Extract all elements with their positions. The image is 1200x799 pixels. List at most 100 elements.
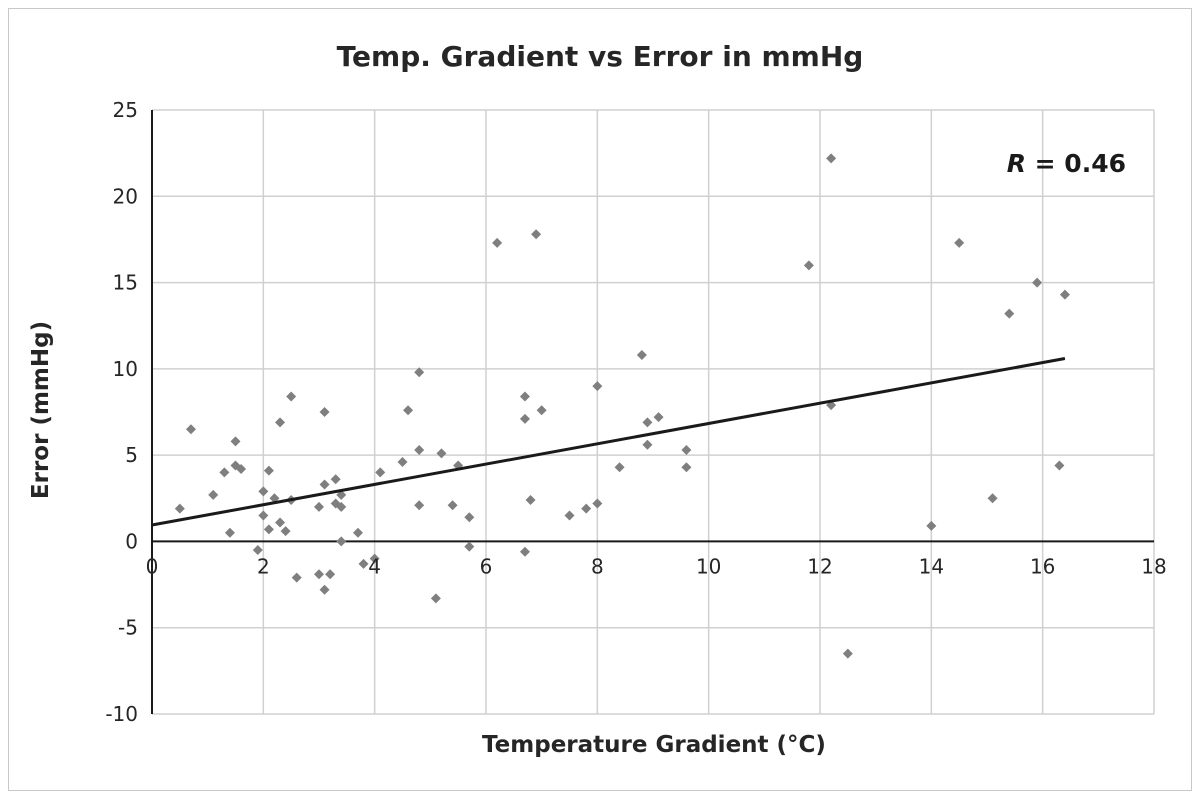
data-point [224,527,235,538]
data-point [926,520,937,531]
data-point [564,510,575,521]
data-point [330,474,341,485]
data-point [230,436,241,447]
data-point [581,503,592,514]
y-tick-label: 5 [125,443,138,467]
data-point [1059,289,1070,300]
data-point [258,510,269,521]
data-point [403,405,414,416]
data-point [519,413,530,424]
data-point [826,153,837,164]
x-tick-label: 0 [146,554,159,578]
x-tick-label: 2 [257,554,270,578]
data-point [642,417,653,428]
data-point [592,498,603,509]
data-point [536,405,547,416]
data-point [803,260,814,271]
data-point [397,457,408,468]
data-point [592,381,603,392]
x-tick-label: 16 [1030,554,1055,578]
x-tick-label: 18 [1141,554,1166,578]
data-point [208,489,219,500]
data-point [414,444,425,455]
data-point [263,465,274,476]
data-point [174,503,185,514]
x-tick-label: 12 [807,554,832,578]
data-point [291,572,302,583]
x-tick-label: 4 [368,554,381,578]
data-point [614,462,625,473]
data-point [252,545,263,556]
trendline [151,357,1066,527]
data-point [336,501,347,512]
data-point [642,439,653,450]
data-point [236,463,247,474]
data-point [286,391,297,402]
chart-frame [8,8,1192,791]
axes [151,110,1154,714]
x-tick-label: 14 [919,554,944,578]
gridlines [152,109,1155,715]
data-point [519,391,530,402]
x-tick-label: 6 [480,554,493,578]
data-point [314,569,324,580]
y-tick-label: 10 [113,357,138,381]
y-tick-label: 20 [113,184,138,208]
data-point [352,527,363,538]
data-point [219,467,230,478]
data-point [319,407,330,417]
data-point [314,501,324,512]
data-point [954,237,965,248]
y-tick-label: -10 [105,702,138,726]
data-point [492,237,503,248]
data-point [531,229,542,240]
data-point [375,467,386,478]
x-tick-label: 10 [696,554,721,578]
data-point [447,500,458,511]
data-point [1054,460,1065,471]
data-point [436,448,447,459]
data-point [987,493,998,504]
r-symbol: R [1007,149,1026,178]
data-point [319,584,330,595]
data-point [358,558,369,569]
data-point [464,541,475,552]
x-tick-label: 8 [591,554,604,578]
data-point [275,517,286,528]
data-point [681,444,692,455]
data-point [369,553,380,564]
data-point [653,412,664,423]
data-point [636,350,647,361]
data-point [280,526,291,537]
data-point [258,486,269,497]
data-point [525,495,536,506]
y-tick-label: 25 [113,98,138,122]
y-tick-label: 0 [125,529,138,553]
data-point [275,417,286,428]
y-tick-label: 15 [113,271,138,295]
data-point [681,462,692,473]
data-point [325,569,336,580]
r-value: = 0.46 [1026,149,1126,178]
data-points [174,153,1070,659]
data-point [519,546,530,557]
data-point [430,593,441,604]
data-point [414,367,425,378]
x-axis-title: Temperature Gradient (°C) [482,732,826,758]
r-value-annotation: R = 0.46 [1007,149,1126,178]
data-point [263,524,274,535]
data-point [1004,308,1015,319]
y-tick-label: -5 [118,616,138,640]
data-point [1032,277,1043,288]
data-point [464,512,475,523]
tick-labels: 0 2 4 6 8 10 12 14 16 18 -10 -5 0 5 10 15 20 25 [105,98,1166,726]
y-axis-title: Error (mmHg) [28,321,54,499]
data-point [842,648,853,659]
data-point [414,500,425,511]
data-point [185,424,196,435]
data-point [336,536,347,547]
trendline-group [151,357,1066,527]
data-point [319,479,330,490]
chart-title: Temp. Gradient vs Error in mmHg [337,40,864,73]
